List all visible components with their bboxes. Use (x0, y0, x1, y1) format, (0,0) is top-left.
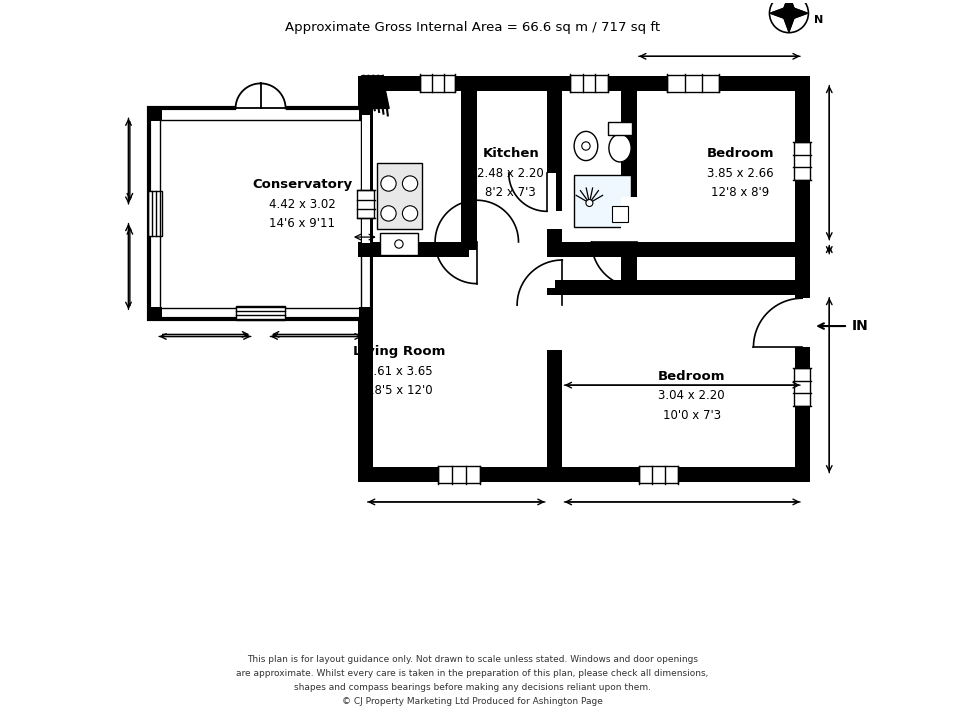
Bar (621, 76, 637, 250)
Bar (574, 175, 631, 227)
Text: 8'2 x 7'3: 8'2 x 7'3 (485, 186, 536, 199)
Bar (547, 350, 563, 482)
Bar (609, 122, 632, 135)
Bar (793, 298, 811, 347)
Text: shapes and compass bearings before making any decisions reliant upon them.: shapes and compass bearings before makin… (294, 683, 651, 692)
Text: IN: IN (852, 319, 868, 333)
Circle shape (381, 206, 396, 221)
Circle shape (381, 176, 396, 191)
Bar (236, 306, 285, 320)
Text: N: N (814, 15, 823, 25)
Bar (438, 466, 479, 484)
Text: Kitchen: Kitchen (482, 147, 539, 160)
Text: This plan is for layout guidance only. Not drawn to scale unless stated. Windows: This plan is for layout guidance only. N… (247, 656, 698, 664)
Bar (373, 91, 795, 467)
Bar (161, 120, 361, 308)
Text: 18'5 x 12'0: 18'5 x 12'0 (367, 384, 432, 397)
Bar (376, 163, 421, 229)
Bar (570, 75, 609, 92)
Text: 3.04 x 2.20: 3.04 x 2.20 (659, 389, 725, 402)
Bar (795, 142, 825, 180)
Bar (438, 467, 479, 483)
Polygon shape (770, 6, 808, 20)
Bar (629, 242, 809, 257)
Circle shape (586, 200, 593, 207)
Bar (640, 466, 678, 484)
Bar (420, 60, 456, 91)
Text: 12'8 x 8'9: 12'8 x 8'9 (711, 186, 769, 199)
Bar (420, 75, 456, 92)
Bar (236, 307, 285, 319)
Bar (570, 60, 609, 91)
Bar (539, 173, 556, 212)
Polygon shape (782, 0, 796, 32)
Text: 3.85 x 2.66: 3.85 x 2.66 (707, 166, 773, 180)
Bar (477, 241, 518, 257)
Bar (462, 76, 477, 250)
Ellipse shape (574, 132, 598, 161)
Bar (149, 191, 162, 236)
Text: Bedroom: Bedroom (658, 370, 725, 382)
Bar (358, 190, 374, 218)
Bar (794, 367, 810, 406)
Circle shape (403, 206, 417, 221)
Text: Bedroom: Bedroom (707, 147, 774, 160)
Bar (547, 305, 563, 350)
Text: are approximate. Whilst every care is taken in the preparation of this plan, ple: are approximate. Whilst every care is ta… (236, 669, 709, 678)
Bar (640, 467, 678, 483)
Bar (795, 367, 825, 406)
Ellipse shape (609, 135, 631, 162)
Text: Living Room: Living Room (354, 346, 446, 358)
Text: 4.42 x 3.02: 4.42 x 3.02 (269, 198, 336, 211)
Text: 14'6 x 9'11: 14'6 x 9'11 (270, 217, 335, 230)
Bar (794, 142, 810, 180)
Bar (149, 108, 371, 319)
Bar (547, 288, 563, 295)
Polygon shape (362, 76, 389, 108)
Text: 10'0 x 7'3: 10'0 x 7'3 (662, 409, 720, 421)
Bar (621, 197, 638, 242)
Bar (357, 190, 374, 218)
Text: 5.61 x 3.65: 5.61 x 3.65 (367, 365, 433, 378)
Bar (148, 191, 162, 236)
Polygon shape (770, 6, 808, 20)
Bar (358, 242, 469, 257)
Bar (555, 280, 809, 295)
Bar (380, 233, 418, 255)
Bar (555, 242, 629, 257)
Text: © CJ Property Marketing Ltd Produced for Ashington Page: © CJ Property Marketing Ltd Produced for… (342, 697, 603, 706)
Text: 2.48 x 2.20: 2.48 x 2.20 (477, 166, 544, 180)
Bar (667, 75, 719, 92)
Bar (362, 115, 370, 243)
Circle shape (403, 176, 417, 191)
Bar (149, 307, 162, 319)
Bar (547, 76, 563, 212)
Bar (621, 250, 637, 288)
Bar (358, 76, 809, 482)
Bar (612, 207, 627, 222)
Bar (149, 108, 162, 121)
Polygon shape (782, 0, 796, 32)
Bar (547, 229, 563, 257)
Bar (235, 80, 285, 112)
Bar (360, 108, 371, 121)
Text: Approximate Gross Internal Area = 66.6 sq m / 717 sq ft: Approximate Gross Internal Area = 66.6 s… (285, 21, 661, 33)
Text: Conservatory: Conservatory (252, 178, 353, 191)
Bar (667, 60, 719, 91)
Bar (360, 307, 371, 319)
